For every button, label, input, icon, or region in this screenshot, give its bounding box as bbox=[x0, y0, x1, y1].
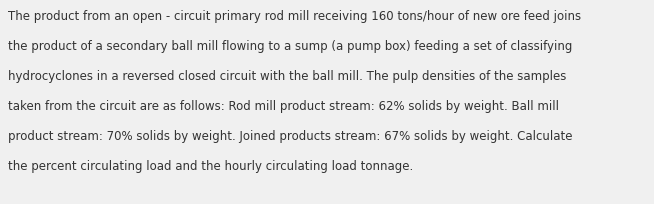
Text: The product from an open - circuit primary rod mill receiving 160 tons/hour of n: The product from an open - circuit prima… bbox=[8, 10, 581, 23]
Text: product stream: 70% solids by weight. Joined products stream: 67% solids by weig: product stream: 70% solids by weight. Jo… bbox=[8, 130, 572, 143]
Text: the percent circulating load and the hourly circulating load tonnage.: the percent circulating load and the hou… bbox=[8, 160, 413, 173]
Text: the product of a secondary ball mill flowing to a sump (a pump box) feeding a se: the product of a secondary ball mill flo… bbox=[8, 40, 572, 53]
Text: taken from the circuit are as follows: Rod mill product stream: 62% solids by we: taken from the circuit are as follows: R… bbox=[8, 100, 559, 113]
Text: hydrocyclones in a reversed closed circuit with the ball mill. The pulp densitie: hydrocyclones in a reversed closed circu… bbox=[8, 70, 566, 83]
